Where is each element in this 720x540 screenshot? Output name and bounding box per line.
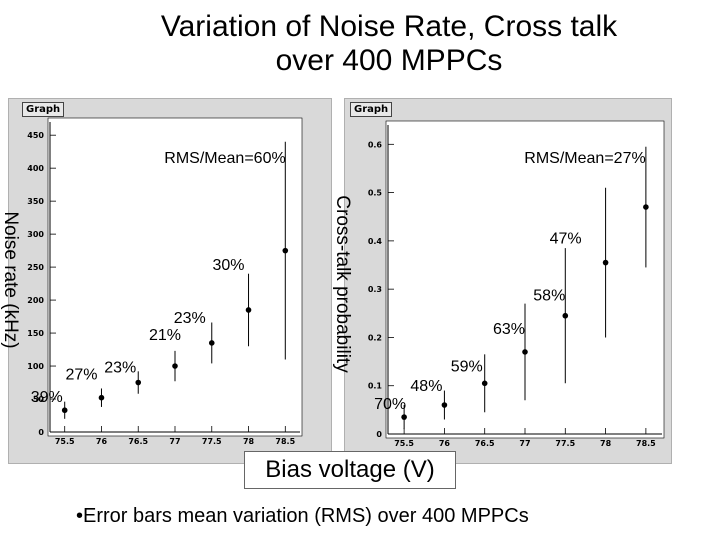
cross-talk-xtick-label: 78 <box>600 439 612 448</box>
cross-talk-ytick-label: 0.3 <box>368 285 382 294</box>
cross-talk-point-label: 48% <box>410 378 442 395</box>
cross-talk-xtick-label: 75.5 <box>394 439 414 448</box>
bias-voltage-label: Bias voltage (V) <box>244 451 456 489</box>
noise-rate-ytick-label: 450 <box>27 131 44 140</box>
cross-talk-data-point <box>643 204 649 210</box>
noise-rate-rms-note: RMS/Mean=60% <box>164 150 285 167</box>
cross-talk-data-point <box>562 312 569 319</box>
slide-title-line1: Variation of Noise Rate, Cross talk <box>160 10 618 43</box>
noise-rate-ytick-label: 400 <box>27 164 44 173</box>
cross-talk-point-label: 59% <box>451 358 483 375</box>
noise-rate-xtick-label: 77.5 <box>202 437 222 446</box>
noise-rate-point-label: 21% <box>149 327 181 344</box>
noise-rate-point-label: 30% <box>213 257 245 274</box>
cross-talk-point-label: 70% <box>374 396 406 413</box>
cross-talk-ytick-label: 0.2 <box>368 333 382 342</box>
graph-tab-noise[interactable]: Graph <box>22 102 65 117</box>
noise-rate-plot-frame <box>47 117 303 437</box>
graph-tab-crosstalk[interactable]: Graph <box>350 102 393 117</box>
noise-rate-data-point <box>172 363 178 369</box>
error-bar-note: •Error bars mean variation (RMS) over 40… <box>76 505 529 527</box>
cross-talk-point-label: 47% <box>550 231 582 248</box>
cross-talk-ytick-label: 0.1 <box>368 382 383 391</box>
noise-rate-data-point <box>245 307 252 313</box>
cross-talk-rms-note: RMS/Mean=27% <box>524 150 645 167</box>
cross-talk-data-point <box>602 259 609 266</box>
noise-rate-ytick-label: 0 <box>38 428 44 437</box>
noise-rate-xtick-label: 78 <box>243 437 255 446</box>
cross-talk-xtick-label: 76.5 <box>475 439 495 448</box>
noise-ylabel: Noise rate (kHz) <box>0 211 21 349</box>
noise-rate-xtick-label: 76 <box>96 437 108 446</box>
noise-rate-point-label: 27% <box>65 367 97 384</box>
noise-rate-data-point <box>208 340 215 346</box>
noise-rate-ytick-label: 350 <box>27 197 44 206</box>
cross-talk-point-label: 58% <box>533 288 565 305</box>
noise-rate-ytick-label: 200 <box>27 296 44 305</box>
cross-talk-data-point <box>401 414 407 420</box>
noise-rate-ytick-label: 100 <box>27 362 44 371</box>
noise-rate-data-point <box>61 407 68 414</box>
noise-rate-point-label: 39% <box>31 389 63 406</box>
cross-talk-xtick-label: 77.5 <box>555 439 575 448</box>
noise-rate-data-point <box>135 379 142 386</box>
noise-rate-data-point <box>98 394 105 401</box>
cross-talk-xtick-label: 77 <box>519 439 530 448</box>
cross-talk-point-label: 63% <box>493 321 525 338</box>
noise-rate-ytick-label: 250 <box>27 263 44 272</box>
cross-talk-xtick-label: 78.5 <box>636 439 656 448</box>
cross-talk-ytick-label: 0.6 <box>368 140 383 149</box>
noise-rate-data-point <box>282 247 289 254</box>
slide-title-line2: over 400 MPPCs <box>275 44 503 77</box>
crosstalk-ylabel: Cross-talk probability <box>332 195 353 373</box>
cross-talk-ytick-label: 0.5 <box>368 189 383 198</box>
noise-rate-xtick-label: 75.5 <box>55 437 75 446</box>
cross-talk-ytick-label: 0 <box>376 430 382 439</box>
cross-talk-xtick-label: 76 <box>439 439 451 448</box>
noise-rate-ytick-label: 300 <box>27 230 44 239</box>
cross-talk-data-point <box>441 402 448 408</box>
noise-rate-point-label: 23% <box>174 310 206 327</box>
cross-talk-data-point <box>522 349 528 355</box>
noise-rate-ytick-label: 150 <box>27 329 44 338</box>
noise-rate-xtick-label: 77 <box>169 437 180 446</box>
cross-talk-data-point <box>481 380 488 387</box>
cross-talk-ytick-label: 0.4 <box>368 237 383 246</box>
noise-rate-ytick-label: 50 <box>33 395 45 404</box>
noise-rate-point-label: 23% <box>104 360 136 377</box>
noise-rate-xtick-label: 78.5 <box>275 437 295 446</box>
noise-rate-xtick-label: 76.5 <box>128 437 148 446</box>
